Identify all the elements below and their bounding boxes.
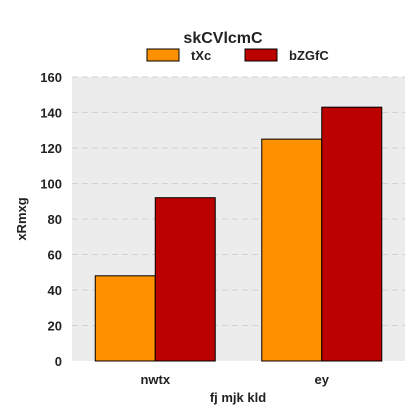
chart-title: skCVlcmC [183,30,263,47]
x-axis-title: fj mjk kld [210,390,266,405]
legend-swatch-txc [146,48,180,62]
bars [94,106,383,362]
y-tick-label: 120 [40,141,62,156]
y-axis-ticks: 0 20 40 60 80 100 120 140 160 [40,70,62,369]
bar-bzgfc-nwtx [154,197,216,362]
legend: tXc bZGfC [146,48,329,63]
bar-txc-nwtx [94,275,156,362]
legend-label-txc: tXc [191,48,211,63]
y-tick-label: 80 [48,212,62,227]
y-tick-label: 0 [55,354,62,369]
y-tick-label: 40 [48,283,62,298]
y-tick-label: 160 [40,70,62,85]
x-tick-label: nwtx [140,372,170,387]
legend-label-bzgfc: bZGfC [289,48,329,63]
y-tick-label: 20 [48,319,62,334]
y-tick-label: 100 [40,177,62,192]
bar-txc-ey [261,138,323,362]
y-axis-title: xRmxg [14,197,29,240]
bar-bzgfc-ey [321,106,383,362]
legend-swatch-bzgfc [244,48,278,62]
x-tick-label: ey [315,372,330,387]
y-tick-label: 60 [48,248,62,263]
y-tick-label: 140 [40,106,62,121]
x-axis-ticks: nwtx ey [140,372,329,387]
